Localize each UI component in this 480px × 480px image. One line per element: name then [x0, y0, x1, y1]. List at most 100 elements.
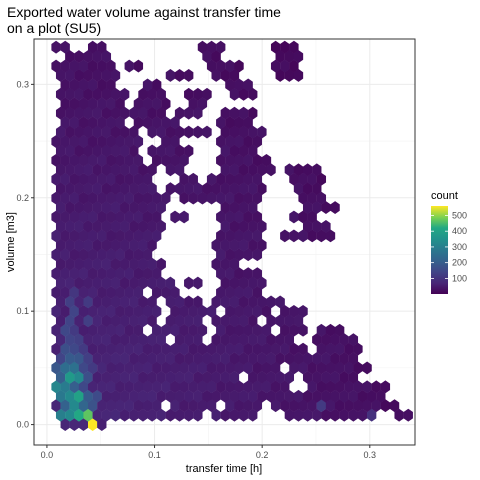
hex-bin	[51, 248, 61, 262]
hex-bin	[225, 267, 235, 281]
hex-bin	[92, 389, 102, 403]
hex-bin	[97, 286, 107, 299]
hex-bin	[353, 342, 363, 356]
hex-bin	[312, 220, 322, 233]
hex-bin	[87, 40, 98, 54]
hex-bin	[83, 314, 93, 328]
hex-bin	[83, 333, 93, 347]
hex-bin	[83, 125, 93, 139]
hex-bin	[83, 389, 93, 403]
hex-bin	[307, 229, 317, 243]
hex-bin	[156, 370, 166, 384]
hex-bin	[120, 295, 130, 309]
hex-bin	[289, 342, 299, 356]
hex-bin	[302, 182, 313, 196]
hex-bin	[115, 304, 125, 318]
hex-bin	[243, 116, 253, 130]
hex-bin	[238, 238, 249, 252]
hex-bin	[184, 276, 194, 290]
hex-bin	[206, 361, 217, 375]
hex-bin	[106, 153, 116, 167]
hex-bin	[248, 370, 258, 384]
hex-bin	[220, 257, 230, 271]
hex-bin	[110, 408, 121, 422]
hex-bin	[248, 314, 258, 328]
hex-bin	[174, 333, 185, 347]
hex-bin	[229, 69, 240, 82]
hex-bin	[97, 418, 107, 431]
hex-bin	[243, 304, 253, 318]
hex-bin	[225, 286, 235, 299]
hex-bin	[129, 257, 139, 271]
hex-bin	[124, 153, 134, 167]
hex-bin	[302, 389, 313, 403]
hex-bin	[83, 352, 93, 365]
hex-bin	[142, 342, 153, 356]
hex-bin	[238, 106, 249, 120]
hex-bin	[170, 380, 180, 394]
hex-bin	[170, 116, 180, 130]
hex-bin	[243, 191, 253, 205]
hex-bin	[188, 361, 198, 375]
hex-bin	[353, 361, 363, 375]
hex-bin	[133, 172, 144, 186]
hexbin-layer	[51, 40, 413, 431]
hex-bin	[293, 50, 304, 64]
hex-bin	[142, 304, 153, 318]
hex-bin	[312, 182, 322, 196]
hex-bin	[106, 399, 116, 413]
hex-bin	[152, 191, 162, 205]
hex-bin	[120, 333, 130, 347]
legend-tick-label: 400	[452, 226, 467, 236]
hex-bin	[307, 361, 317, 375]
legend-tick-label: 500	[452, 210, 467, 220]
hex-bin	[51, 153, 61, 167]
hex-bin	[193, 276, 203, 290]
hex-bin	[298, 229, 308, 243]
hex-bin	[152, 210, 162, 224]
hex-bin	[74, 220, 84, 233]
hex-bin	[156, 257, 166, 271]
hex-bin	[147, 87, 157, 101]
hex-bin	[243, 361, 253, 375]
hex-bin	[60, 191, 70, 205]
hex-bin	[298, 399, 308, 413]
hex-bin	[188, 380, 198, 394]
hex-bin	[78, 172, 89, 186]
hex-bin	[179, 191, 189, 205]
hex-bin	[87, 286, 98, 299]
hex-bin	[330, 333, 340, 347]
hex-bin	[234, 135, 244, 148]
hex-bin	[92, 257, 102, 271]
hex-bin	[257, 276, 267, 290]
hex-bin	[120, 238, 130, 252]
hex-bin	[92, 370, 102, 384]
hex-bin	[92, 125, 102, 139]
hex-bin	[147, 314, 157, 328]
hex-bin	[101, 314, 112, 328]
hex-bin	[106, 229, 116, 243]
hex-bin	[211, 352, 221, 365]
hex-bin	[60, 153, 70, 167]
hex-bin	[115, 135, 125, 148]
hex-bin	[133, 399, 144, 413]
hex-bin	[142, 380, 153, 394]
hex-bin	[51, 59, 61, 73]
hex-bin	[69, 97, 80, 111]
hex-bin	[206, 191, 217, 205]
hex-bin	[74, 163, 84, 177]
hex-bin	[69, 342, 80, 356]
hex-bin	[325, 380, 336, 394]
hex-bin	[289, 323, 299, 337]
hex-bin	[55, 125, 66, 139]
hex-bin	[92, 106, 102, 120]
hex-bin	[238, 352, 249, 365]
hex-bin	[92, 182, 102, 196]
hex-bin	[174, 182, 185, 196]
hex-bin	[307, 210, 317, 224]
hex-bin	[170, 210, 180, 224]
hex-bin	[74, 50, 84, 64]
hex-bin	[243, 210, 253, 224]
hex-bin	[87, 172, 98, 186]
hex-bin	[55, 201, 66, 214]
